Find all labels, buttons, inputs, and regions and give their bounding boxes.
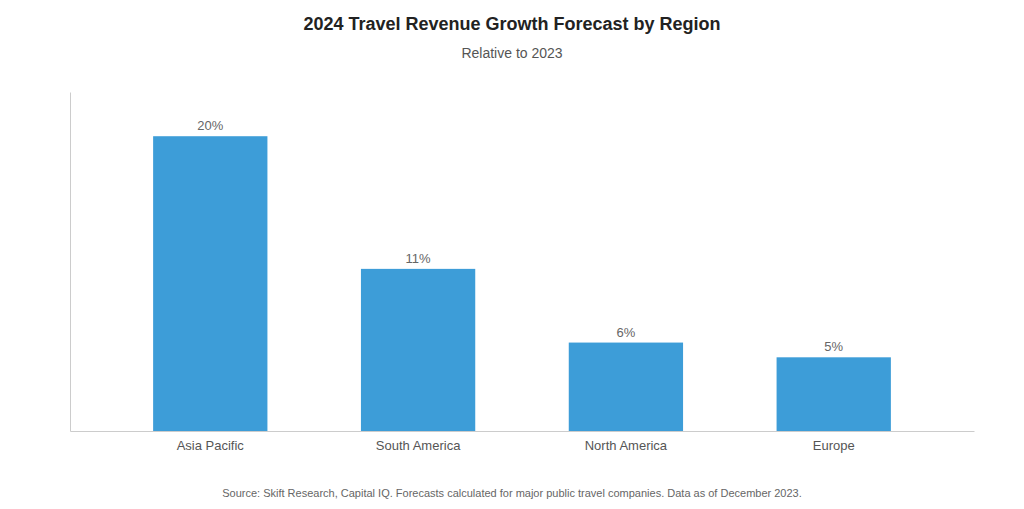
x-tick: Asia Pacific xyxy=(177,438,245,453)
x-tick: Europe xyxy=(813,438,855,453)
data-label: 20% xyxy=(197,118,223,133)
x-tick-label: Asia Pacific xyxy=(177,438,245,453)
bar xyxy=(361,269,475,431)
x-axis-line xyxy=(71,431,975,432)
x-axis: Asia Pacific South America North America Eu… xyxy=(71,432,975,454)
data-label: 5% xyxy=(824,339,843,354)
data-labels: 20% 11% 6% 5% xyxy=(197,118,843,354)
bars xyxy=(153,136,891,431)
x-tick: North America xyxy=(585,438,668,453)
bar xyxy=(569,343,683,431)
subtitle: Relative to 2023 xyxy=(461,45,562,61)
x-tick-label: South America xyxy=(376,438,461,453)
source: Source: Skift Research, Capital IQ. Fore… xyxy=(222,487,802,499)
x-tick: South America xyxy=(376,438,461,453)
y-axis xyxy=(70,93,71,432)
title: 2024 Travel Revenue Growth Forecast by R… xyxy=(303,14,720,34)
x-tick-label: North America xyxy=(585,438,668,453)
bar xyxy=(153,136,267,431)
y-axis-line xyxy=(70,93,71,432)
plot: Asia Pacific South America North America Eu… xyxy=(71,93,975,454)
chart: 2024 Travel Revenue Growth Forecast by R… xyxy=(0,0,1024,509)
data-label: 11% xyxy=(406,251,431,266)
bar xyxy=(777,357,891,431)
x-tick-label: Europe xyxy=(813,438,855,453)
data-label: 6% xyxy=(617,325,636,340)
